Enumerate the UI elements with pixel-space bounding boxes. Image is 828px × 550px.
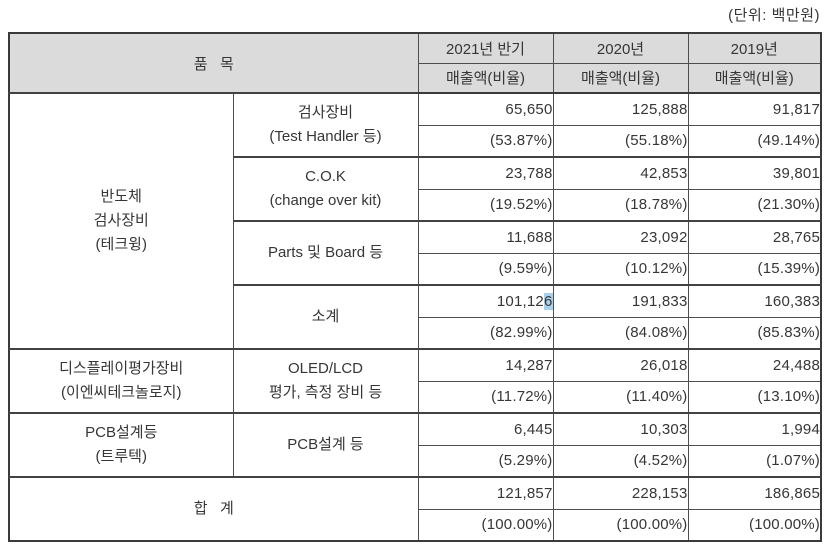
value-cell: 23,788 <box>417 156 554 190</box>
value-cell: 42,853 <box>552 156 689 190</box>
value-cell: 39,801 <box>687 156 822 190</box>
ratio-cell: (4.52%) <box>552 444 689 478</box>
header-measure-2019: 매출액(비율) <box>687 62 822 94</box>
header-year-2019: 2019년 <box>687 32 822 64</box>
header-row-measure: 매출액(비율) 매출액(비율) 매출액(비율) <box>9 62 822 94</box>
value-cell: 10,303 <box>552 412 689 446</box>
unit-label: (단위: 백만원) <box>728 7 820 24</box>
ratio-cell: (18.78%) <box>552 188 689 222</box>
ratio-cell: (9.59%) <box>417 252 554 286</box>
ratio-cell: (82.99%) <box>417 316 554 350</box>
ratio-cell: (53.87%) <box>417 124 554 158</box>
total-value-cell: 228,153 <box>552 476 689 510</box>
item-label-parts-board: Parts 및 Board 등 <box>232 220 419 286</box>
value-cell: 28,765 <box>687 220 822 254</box>
header-measure-2020: 매출액(비율) <box>552 62 689 94</box>
item-label-oled-lcd: OLED/LCD 평가, 측정 장비 등 <box>232 348 419 414</box>
table-row: Parts 및 Board 등 11,688 23,092 28,765 <box>9 220 822 286</box>
header-year-2021-half: 2021년 반기 <box>417 32 554 64</box>
header-row-years: 품 목 2021년 반기 2020년 2019년 <box>8 32 822 94</box>
total-ratio-cell: (100.00%) <box>417 508 554 542</box>
value-text: 101,12 <box>496 292 544 310</box>
ratio-cell: (11.40%) <box>552 380 689 414</box>
ratio-cell: (19.52%) <box>417 188 554 222</box>
table-row: (19.52%) (18.78%) (21.30%) <box>9 188 822 222</box>
table-row: PCB설계등 (트루텍) PCB설계 등 6,445 10,303 1,994 <box>8 412 822 478</box>
group-name-pcb: PCB설계등 (트루텍) <box>8 412 234 478</box>
value-cell: 6,445 <box>417 412 554 446</box>
ratio-cell: (15.39%) <box>687 252 822 286</box>
ratio-cell: (5.29%) <box>417 444 554 478</box>
item-label-test-handler: 검사장비 (Test Handler 등) <box>232 92 419 158</box>
revenue-by-product-table: 품 목 2021년 반기 2020년 2019년 매출액(비율) 매출액(비율)… <box>8 32 823 542</box>
ratio-cell: (10.12%) <box>552 252 689 286</box>
value-cell: 23,092 <box>552 220 689 254</box>
table-row-total: 합 계 121,857 228,153 186,865 <box>8 476 822 542</box>
value-cell: 11,688 <box>417 220 554 254</box>
total-ratio-cell: (100.00%) <box>552 508 689 542</box>
value-cell: 65,650 <box>417 92 554 126</box>
ratio-cell: (85.83%) <box>687 316 822 350</box>
ratio-cell: (84.08%) <box>552 316 689 350</box>
group-name-semiconductor: 반도체 검사장비 (테크윙) <box>8 92 234 350</box>
item-label-pcb-design: PCB설계 등 <box>232 412 419 478</box>
header-measure-2021-half: 매출액(비율) <box>417 62 554 94</box>
ratio-cell: (13.10%) <box>687 380 822 414</box>
total-label: 합 계 <box>8 476 419 542</box>
total-value-cell: 121,857 <box>417 476 554 510</box>
value-cell: 125,888 <box>552 92 689 126</box>
value-cell: 26,018 <box>552 348 689 382</box>
value-cell: 1,994 <box>687 412 822 446</box>
header-item-column: 품 목 <box>8 32 419 94</box>
table-row: 반도체 검사장비 (테크윙) 검사장비 (Test Handler 등) 65,… <box>8 92 822 350</box>
table-row-total: (100.00%) (100.00%) (100.00%) <box>9 508 822 542</box>
ratio-cell: (49.14%) <box>687 124 822 158</box>
ratio-cell: (1.07%) <box>687 444 822 478</box>
table-row: (5.29%) (4.52%) (1.07%) <box>9 444 822 478</box>
total-value-cell: 186,865 <box>687 476 822 510</box>
table-row: 디스플레이평가장비 (이엔씨테크놀로지) OLED/LCD 평가, 측정 장비 … <box>8 348 822 414</box>
selection-highlight: 6 <box>543 292 553 310</box>
item-label-subtotal: 소계 <box>232 284 419 350</box>
value-cell: 91,817 <box>687 92 822 126</box>
total-ratio-cell: (100.00%) <box>687 508 822 542</box>
table-row: (53.87%) (55.18%) (49.14%) <box>9 124 822 158</box>
value-cell: 191,833 <box>552 284 689 318</box>
table-row: (11.72%) (11.40%) (13.10%) <box>9 380 822 414</box>
table-row: (82.99%) (84.08%) (85.83%) <box>9 316 822 350</box>
table-row: 소계 101,126 191,833 160,383 <box>9 284 822 350</box>
group-name-display: 디스플레이평가장비 (이엔씨테크놀로지) <box>8 348 234 414</box>
value-cell: 160,383 <box>687 284 822 318</box>
table-row: C.O.K (change over kit) 23,788 42,853 39… <box>9 156 822 222</box>
ratio-cell: (11.72%) <box>417 380 554 414</box>
ratio-cell: (21.30%) <box>687 188 822 222</box>
value-cell: 14,287 <box>417 348 554 382</box>
ratio-cell: (55.18%) <box>552 124 689 158</box>
value-cell-with-selection: 101,126 <box>417 284 554 318</box>
item-label-cok: C.O.K (change over kit) <box>232 156 419 222</box>
value-cell: 24,488 <box>687 348 822 382</box>
header-year-2020: 2020년 <box>552 32 689 64</box>
